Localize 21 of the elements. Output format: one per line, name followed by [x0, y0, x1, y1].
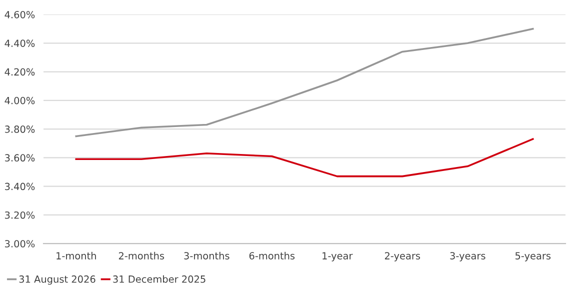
y-tick-label: 4.20%	[4, 68, 35, 76]
legend-label: 31 August 2026	[19, 275, 96, 285]
x-tick-label: 1-month	[56, 252, 96, 260]
y-tick-label: 4.00%	[4, 96, 35, 104]
x-tick-label: 6-months	[249, 252, 295, 260]
x-tick-label: 3-years	[450, 252, 486, 262]
y-tick-label: 3.40%	[5, 182, 35, 190]
y-tick-label: 4.60%	[4, 10, 35, 18]
y-tick-label: 3.80%	[5, 126, 35, 133]
x-tick-label: 3-months	[184, 252, 230, 260]
x-tick-label: 2-years	[384, 252, 420, 262]
y-tick-label: 3.00%	[5, 240, 35, 248]
x-tick-label: 2-months	[118, 252, 164, 260]
y-tick-label: 3.60%	[5, 154, 35, 162]
line-series	[75, 138, 534, 178]
x-tick-label: 1-year	[322, 252, 353, 262]
y-tick-label: 3.20%	[5, 211, 35, 219]
y-tick-label: 4.40%	[4, 40, 35, 47]
line-series	[75, 28, 534, 138]
legend-label: 31 December 2025	[113, 275, 206, 283]
x-tick-label: 5-years	[515, 252, 551, 262]
